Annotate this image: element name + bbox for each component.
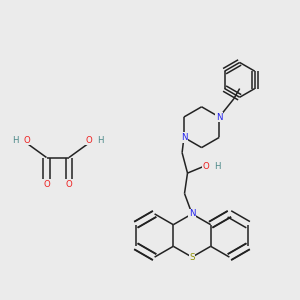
Text: H: H — [214, 163, 220, 172]
Text: O: O — [66, 180, 72, 189]
Text: H: H — [97, 136, 104, 145]
Text: N: N — [189, 209, 195, 218]
Text: O: O — [85, 136, 92, 145]
Text: O: O — [202, 163, 209, 172]
Text: N: N — [216, 112, 223, 122]
Text: O: O — [24, 136, 30, 145]
Text: H: H — [12, 136, 19, 145]
Text: S: S — [189, 253, 195, 262]
Text: O: O — [43, 180, 50, 189]
Text: N: N — [181, 133, 187, 142]
